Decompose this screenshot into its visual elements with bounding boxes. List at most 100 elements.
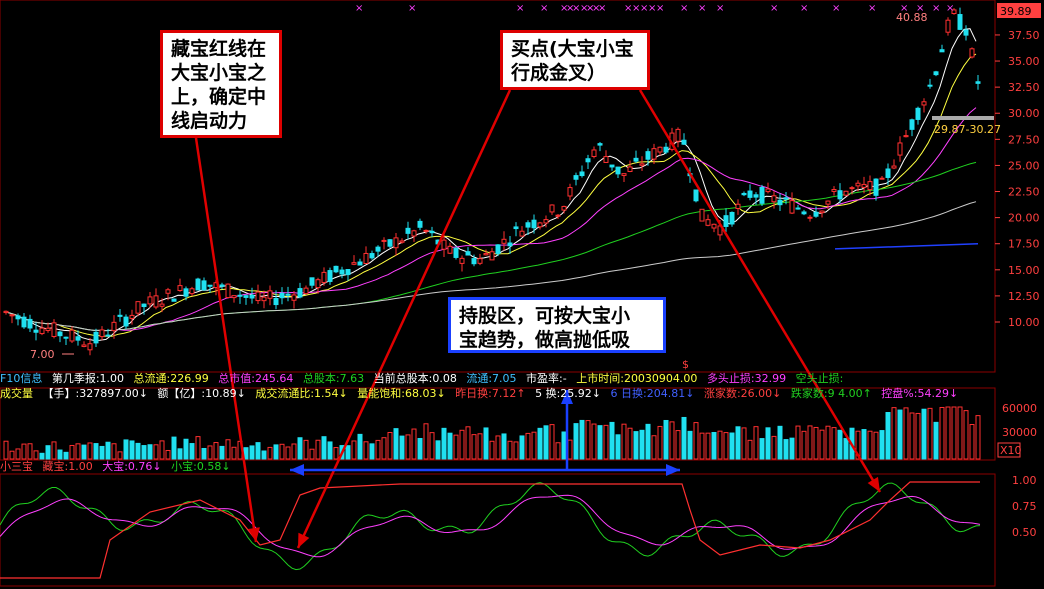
candle-body [39, 327, 45, 335]
candle-body [297, 288, 303, 298]
volume-bar [957, 406, 963, 460]
volume-bar [345, 445, 351, 460]
candle-body [645, 151, 651, 160]
top-marker: × [408, 3, 416, 14]
volume-bar [603, 424, 609, 460]
candle-body [507, 242, 513, 247]
candle-body [105, 334, 111, 337]
candle-body [729, 211, 735, 225]
candle-body [273, 297, 279, 306]
volume-bar [873, 431, 879, 460]
current-price-box [997, 3, 1041, 18]
annotation-line: 上，确定中 [171, 86, 267, 108]
volume-bar [825, 425, 831, 460]
volume-bar [177, 448, 183, 460]
top-marker: × [560, 3, 568, 14]
candle-body [201, 280, 207, 291]
volume-bar [135, 442, 141, 460]
candle-body [441, 239, 447, 250]
candle-body [255, 291, 261, 302]
amount-field: 额【亿】:10.89↓ [157, 387, 246, 400]
top-marker: × [648, 3, 656, 14]
f10-label[interactable]: F10信息 [0, 372, 43, 385]
volume-bar [375, 439, 381, 460]
volume-bar [573, 423, 579, 460]
candle-body [549, 204, 555, 213]
candle-body [819, 210, 825, 214]
volume-bar [951, 406, 957, 460]
candle-body [87, 343, 93, 351]
volume-bar [765, 427, 771, 460]
five-day-field: 5 换:25.92↓ [535, 387, 602, 400]
candle-body [741, 192, 747, 196]
volume-bar [183, 438, 189, 460]
volume-bar [897, 409, 903, 460]
volume-bar [225, 439, 231, 460]
volume-bar [867, 430, 873, 460]
candle-body [885, 168, 891, 178]
volume-bar [327, 441, 333, 460]
volume-bar [513, 441, 519, 460]
volume-bar [99, 445, 105, 460]
volume-bar [633, 431, 639, 460]
volume-bar [45, 445, 51, 460]
volume-bar [117, 451, 123, 460]
candle-body [21, 316, 27, 328]
volume-bar [489, 440, 495, 460]
top-marker: × [586, 3, 594, 14]
volume-bar [777, 425, 783, 460]
candle-body [141, 303, 147, 308]
volume-field: 【手】:327897.00↓ [42, 387, 148, 400]
down-count-field: 跌家数:9 4.00↑ [790, 387, 872, 400]
top-marker: × [355, 3, 363, 14]
annotation-arrow-head [290, 464, 304, 476]
candle-body [957, 14, 963, 30]
volume-bar [393, 428, 399, 460]
volume-bar [669, 421, 675, 460]
candle-body [387, 239, 393, 247]
volume-bar [363, 441, 369, 460]
volume-bar [273, 444, 279, 460]
candle-body [597, 143, 603, 146]
volume-bar [15, 448, 21, 460]
volume-bar [255, 442, 261, 460]
top-marker: × [624, 3, 632, 14]
volume-tick-label: 60000 [1002, 402, 1037, 415]
indicator-name[interactable]: 小三宝 [0, 460, 33, 473]
top-marker: × [598, 3, 606, 14]
top-marker: × [632, 3, 640, 14]
candle-body [759, 186, 765, 204]
annotation-line: 买点(大宝小宝 [511, 38, 634, 60]
volume-bar [861, 429, 867, 460]
volume-bar [945, 406, 951, 460]
control-field: 控盘%:54.29↓ [881, 387, 959, 400]
annotation-arrow-head [248, 527, 260, 542]
candle-body [447, 245, 453, 254]
volume-bar [615, 434, 621, 460]
volume-bar [801, 430, 807, 460]
volume-bar [891, 407, 897, 460]
volume-bar [123, 439, 129, 460]
volume-bar [651, 435, 657, 460]
six-day-field: 6 日换:204.81↓ [610, 387, 695, 400]
candle-body [309, 277, 315, 286]
candle-body [147, 296, 153, 305]
high-price-label: 40.88 [896, 11, 928, 24]
candle-body [417, 220, 423, 228]
candle-body [411, 230, 417, 237]
volume-scale-label: X10 [1000, 444, 1022, 457]
pe-field: 市盈率:- [526, 372, 567, 385]
float-shares-field: 总流通:226.99 [133, 372, 209, 385]
volume-bar [591, 423, 597, 460]
stop-level-bar [932, 116, 994, 120]
volume-bar [759, 438, 765, 460]
candle-body [753, 194, 759, 198]
volume-label[interactable]: 成交量 [0, 387, 33, 400]
volume-bar [129, 440, 135, 460]
price-tick-label: 25.00 [1008, 159, 1040, 172]
market-cap-field: 总市值:245.64 [218, 372, 294, 385]
candle-body [165, 289, 171, 294]
candle-body [219, 284, 225, 287]
